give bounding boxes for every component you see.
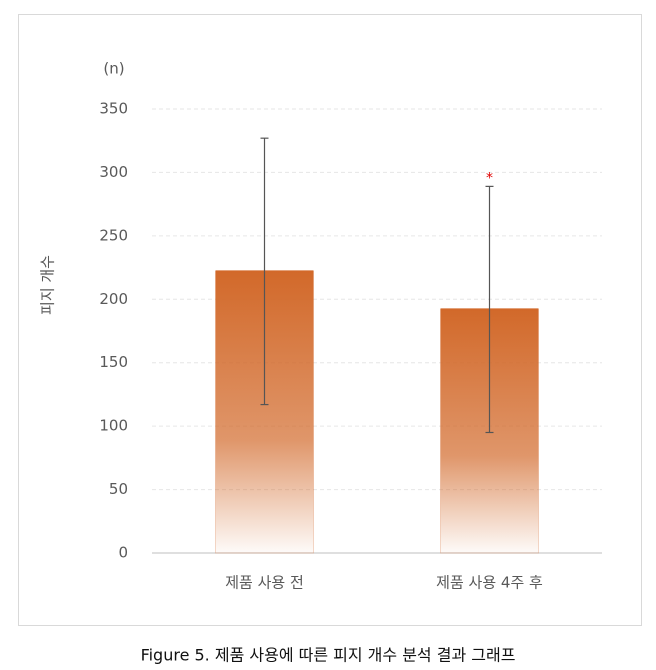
- y-tick-label: 50: [109, 480, 128, 498]
- significance-label: *: [486, 170, 493, 186]
- y-tick-label: 300: [99, 163, 128, 181]
- y-tick-label: 0: [118, 544, 128, 562]
- y-tick-label: 150: [99, 353, 128, 371]
- y-tick-label: 100: [99, 417, 128, 435]
- y-axis-label: 피지 개수: [39, 255, 57, 315]
- unit-label: (n): [103, 60, 124, 78]
- y-tick-label: 250: [99, 226, 128, 244]
- x-tick-label: 제품 사용 4주 후: [436, 574, 543, 592]
- x-tick-label: 제품 사용 전: [225, 574, 304, 592]
- y-tick-label: 200: [99, 290, 128, 308]
- y-tick-label: 350: [99, 100, 128, 118]
- caption: Figure 5. 제품 사용에 따른 피지 개수 분석 결과 그래프: [141, 646, 516, 665]
